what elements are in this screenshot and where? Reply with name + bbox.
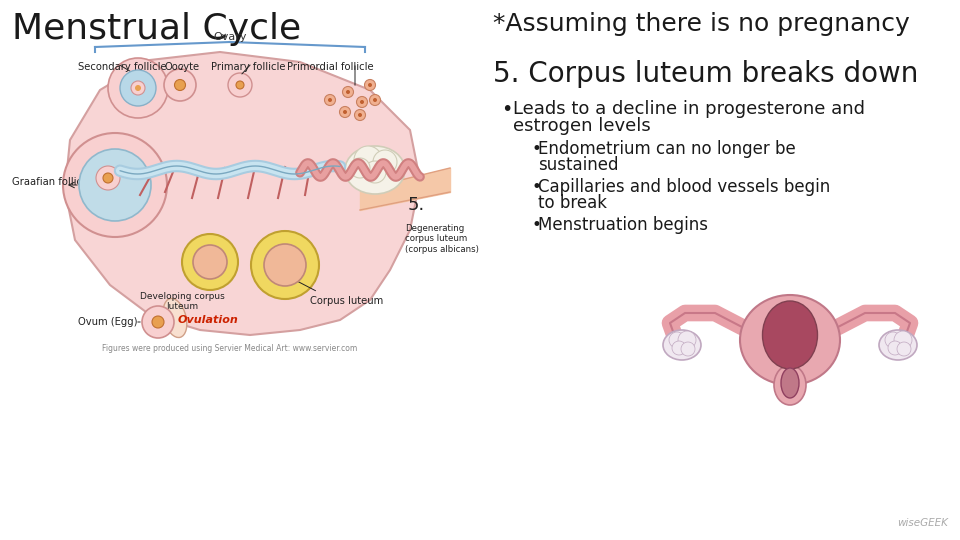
Circle shape (108, 58, 168, 118)
Text: Ovary: Ovary (213, 32, 247, 42)
Circle shape (669, 332, 685, 348)
Circle shape (368, 83, 372, 87)
Circle shape (175, 79, 185, 91)
Text: to break: to break (538, 194, 607, 212)
Circle shape (228, 73, 252, 97)
Text: Endometrium can no longer be: Endometrium can no longer be (538, 140, 796, 158)
Circle shape (346, 90, 350, 94)
Text: •: • (501, 100, 513, 119)
Ellipse shape (345, 146, 405, 194)
Circle shape (63, 133, 167, 237)
Circle shape (373, 98, 377, 102)
Ellipse shape (781, 368, 799, 398)
Text: Oocyte: Oocyte (164, 62, 200, 72)
Text: Primordial follicle: Primordial follicle (287, 62, 373, 72)
Ellipse shape (879, 330, 917, 360)
Ellipse shape (740, 295, 840, 385)
Circle shape (343, 86, 353, 98)
Text: •: • (531, 216, 540, 234)
Text: Corpus luteum: Corpus luteum (310, 296, 383, 306)
Circle shape (328, 98, 332, 102)
Ellipse shape (774, 365, 806, 405)
Circle shape (888, 341, 902, 355)
Circle shape (251, 231, 319, 299)
Text: Menstrual Cycle: Menstrual Cycle (12, 12, 301, 46)
Text: Graafian follicle: Graafian follicle (12, 177, 91, 187)
Circle shape (370, 94, 380, 105)
Text: 5.: 5. (408, 196, 425, 214)
Circle shape (364, 161, 386, 183)
Text: Degenerating
corpus luteum
(corpus albicans): Degenerating corpus luteum (corpus albic… (405, 224, 479, 254)
Text: Leads to a decline in progesterone and: Leads to a decline in progesterone and (513, 100, 865, 118)
Ellipse shape (663, 330, 701, 360)
Circle shape (354, 110, 366, 120)
Text: Figures were produced using Servier Medical Art: www.servier.com: Figures were produced using Servier Medi… (103, 344, 358, 353)
Text: 5. Corpus luteum breaks down: 5. Corpus luteum breaks down (493, 60, 919, 88)
Text: Ovum (Egg): Ovum (Egg) (78, 317, 137, 327)
Text: *Assuming there is no pregnancy: *Assuming there is no pregnancy (493, 12, 910, 36)
Circle shape (885, 332, 901, 348)
Circle shape (103, 173, 113, 183)
Circle shape (356, 97, 368, 107)
Text: wiseGEEK: wiseGEEK (898, 518, 948, 528)
Text: •: • (531, 178, 540, 196)
Circle shape (182, 234, 238, 290)
Circle shape (264, 244, 306, 286)
Circle shape (236, 81, 244, 89)
Text: Capillaries and blood vessels begin: Capillaries and blood vessels begin (538, 178, 830, 196)
Text: Ovulation: Ovulation (178, 315, 238, 325)
Circle shape (681, 342, 695, 356)
Circle shape (350, 158, 370, 178)
Text: estrogen levels: estrogen levels (513, 117, 651, 135)
Circle shape (360, 100, 364, 104)
Circle shape (131, 81, 145, 95)
Circle shape (354, 146, 382, 174)
Circle shape (358, 113, 362, 117)
Circle shape (672, 341, 686, 355)
Ellipse shape (163, 299, 187, 338)
Text: Menstruation begins: Menstruation begins (538, 216, 708, 234)
Circle shape (193, 245, 227, 279)
Circle shape (340, 106, 350, 118)
Circle shape (79, 149, 151, 221)
Text: Developing corpus
luteum: Developing corpus luteum (139, 292, 225, 312)
Circle shape (152, 316, 164, 328)
Circle shape (164, 69, 196, 101)
Polygon shape (65, 52, 420, 335)
Circle shape (142, 306, 174, 338)
Circle shape (897, 342, 911, 356)
Circle shape (373, 150, 397, 174)
Ellipse shape (762, 301, 818, 369)
Text: Primary follicle: Primary follicle (211, 62, 285, 72)
Circle shape (324, 94, 335, 105)
Circle shape (96, 166, 120, 190)
Circle shape (894, 331, 912, 349)
Circle shape (343, 110, 347, 114)
Circle shape (120, 70, 156, 106)
Text: sustained: sustained (538, 156, 618, 174)
Circle shape (678, 331, 696, 349)
Circle shape (365, 79, 375, 91)
Circle shape (135, 85, 141, 91)
Text: •: • (531, 140, 540, 158)
Text: Secondary follicle: Secondary follicle (78, 62, 167, 72)
